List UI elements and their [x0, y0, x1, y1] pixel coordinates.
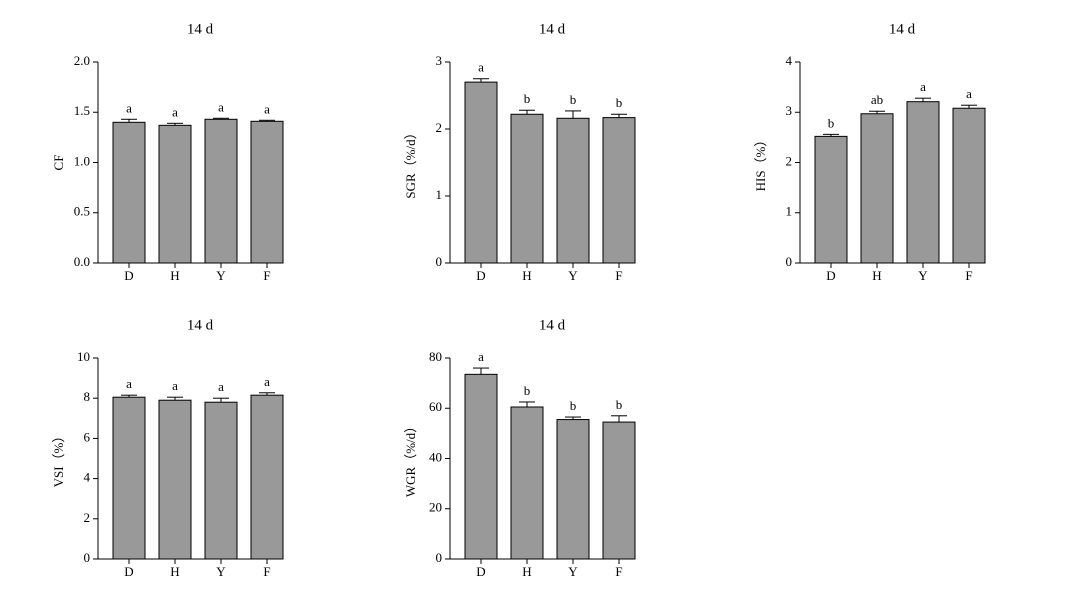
- bar: [556, 419, 590, 560]
- y-tick-label: 2: [786, 153, 793, 168]
- significance-label: b: [524, 91, 531, 106]
- y-tick-label: 4: [786, 53, 793, 68]
- bar: [204, 118, 238, 264]
- y-axis-label: HIS（%）: [753, 134, 768, 192]
- x-tick-label: Y: [918, 268, 928, 283]
- bar: [250, 120, 284, 264]
- significance-label: b: [524, 383, 531, 398]
- y-tick-label: 40: [429, 449, 442, 464]
- y-tick-label: 80: [429, 349, 442, 364]
- x-tick-label: F: [263, 564, 270, 579]
- chart-title: 14 d: [539, 317, 566, 333]
- x-tick-label: F: [615, 268, 622, 283]
- significance-label: b: [570, 92, 577, 107]
- significance-label: b: [828, 115, 835, 130]
- bar: [112, 396, 146, 560]
- significance-label: a: [478, 60, 484, 75]
- y-tick-label: 1: [436, 187, 443, 202]
- y-tick-label: 10: [77, 349, 90, 364]
- x-tick-label: F: [615, 564, 622, 579]
- x-tick-label: D: [124, 268, 133, 283]
- x-tick-label: Y: [216, 268, 226, 283]
- x-tick-label: H: [872, 268, 881, 283]
- x-tick-label: Y: [216, 564, 226, 579]
- significance-label: a: [172, 104, 178, 119]
- bar: [814, 135, 848, 264]
- bar: [556, 117, 590, 264]
- bar: [860, 113, 894, 264]
- bar: [906, 101, 940, 264]
- x-tick-label: H: [522, 564, 531, 579]
- bar: [464, 81, 498, 264]
- y-tick-label: 0.5: [74, 204, 90, 219]
- significance-label: b: [616, 95, 623, 110]
- significance-label: a: [966, 86, 972, 101]
- significance-label: a: [478, 349, 484, 364]
- significance-label: b: [616, 397, 623, 412]
- significance-label: a: [218, 99, 224, 114]
- x-tick-label: F: [965, 268, 972, 283]
- bar: [158, 399, 192, 560]
- y-tick-label: 3: [786, 103, 793, 118]
- significance-label: a: [172, 378, 178, 393]
- y-tick-label: 4: [84, 470, 91, 485]
- x-tick-label: F: [263, 268, 270, 283]
- y-tick-label: 1: [786, 204, 793, 219]
- y-tick-label: 20: [429, 500, 442, 515]
- significance-label: a: [264, 101, 270, 116]
- y-tick-label: 1.0: [74, 153, 90, 168]
- y-axis-label: CF: [51, 155, 66, 171]
- y-tick-label: 2: [84, 510, 91, 525]
- bar: [112, 121, 146, 264]
- bar: [510, 406, 544, 560]
- bar: [952, 107, 986, 264]
- y-axis-label: WGR（%/d）: [403, 420, 418, 497]
- significance-label: ab: [871, 92, 883, 107]
- x-tick-label: D: [476, 268, 485, 283]
- bar: [602, 421, 636, 560]
- y-tick-label: 2.0: [74, 53, 90, 68]
- x-tick-label: H: [170, 268, 179, 283]
- x-tick-label: H: [522, 268, 531, 283]
- y-tick-label: 0: [436, 254, 443, 269]
- bar: [158, 124, 192, 264]
- x-tick-label: D: [476, 564, 485, 579]
- y-axis-label: VSI（%）: [51, 430, 66, 488]
- bar: [250, 394, 284, 560]
- y-tick-label: 0: [786, 254, 793, 269]
- y-tick-label: 6: [84, 429, 91, 444]
- y-axis-label: SGR（%/d）: [403, 126, 418, 198]
- chart-title: 14 d: [187, 21, 214, 37]
- x-tick-label: H: [170, 564, 179, 579]
- significance-label: a: [126, 100, 132, 115]
- chart-title: 14 d: [539, 21, 566, 37]
- x-tick-label: Y: [568, 268, 578, 283]
- bar: [464, 373, 498, 560]
- chart-title: 14 d: [187, 317, 214, 333]
- bar: [602, 117, 636, 264]
- significance-label: a: [218, 379, 224, 394]
- y-tick-label: 2: [436, 120, 443, 135]
- y-tick-label: 0.0: [74, 254, 90, 269]
- y-tick-label: 0: [436, 550, 443, 565]
- bar: [510, 113, 544, 264]
- significance-label: a: [126, 376, 132, 391]
- x-tick-label: D: [826, 268, 835, 283]
- x-tick-label: Y: [568, 564, 578, 579]
- x-tick-label: D: [124, 564, 133, 579]
- significance-label: a: [920, 79, 926, 94]
- chart-title: 14 d: [889, 21, 916, 37]
- significance-label: a: [264, 374, 270, 389]
- y-tick-label: 1.5: [74, 103, 90, 118]
- y-tick-label: 3: [436, 53, 443, 68]
- y-tick-label: 0: [84, 550, 91, 565]
- bar: [204, 401, 238, 560]
- y-tick-label: 60: [429, 399, 442, 414]
- y-tick-label: 8: [84, 389, 91, 404]
- significance-label: b: [570, 398, 577, 413]
